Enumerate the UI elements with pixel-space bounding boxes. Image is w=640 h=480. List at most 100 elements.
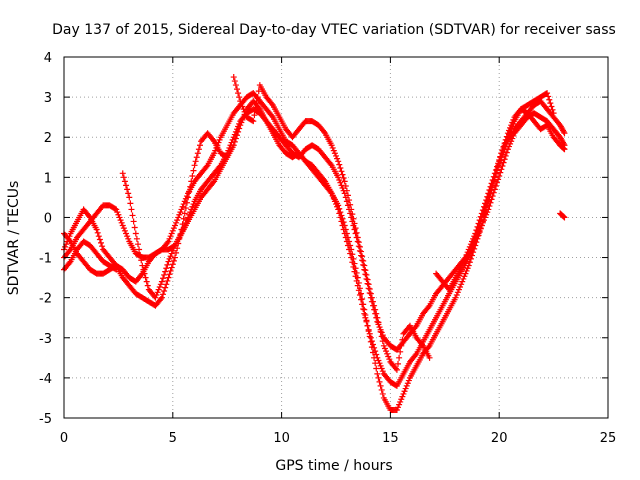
data-point-fill [486, 203, 493, 210]
data-point-fill [492, 183, 499, 190]
data-point-fill [203, 163, 210, 170]
data-point-fill [353, 277, 360, 284]
data-point-fill [242, 111, 249, 118]
data-point-fill [232, 82, 239, 89]
data-point-fill [153, 291, 160, 298]
data-point-fill [163, 265, 170, 272]
data-point-fill [365, 281, 372, 288]
data-point [459, 262, 466, 269]
data-point-fill [483, 211, 490, 218]
data-point-fill [463, 251, 470, 258]
data-point [224, 154, 231, 161]
data-point-fill [227, 142, 234, 149]
data-point-fill [479, 219, 486, 226]
data-point-fill [349, 211, 356, 218]
data-point-fill [466, 243, 473, 250]
data-point-fill [167, 267, 174, 274]
data-point-fill [483, 197, 490, 204]
data-point-fill [252, 106, 259, 113]
data-point-fill [336, 210, 343, 217]
data-point-fill [330, 195, 337, 202]
data-point-fill [469, 238, 475, 245]
data-point-fill [141, 270, 148, 277]
data-point-fill [112, 265, 119, 272]
axis-ticks: 0 5 10 15 20 25 -5 -4 -3 -2 -1 0 1 2 3 4 [39, 51, 616, 446]
y-tick-label: 2 [44, 131, 52, 146]
data-point-fill [384, 350, 391, 357]
data-point-fill [330, 147, 337, 154]
data-point-fill [403, 382, 410, 389]
y-tick-label: -4 [39, 372, 52, 387]
data-point-fill [505, 131, 512, 138]
data-point-fill [480, 203, 487, 210]
data-point-fill [340, 175, 347, 182]
data-point-fill [376, 324, 383, 331]
data-point-fill [425, 304, 432, 311]
data-point [426, 354, 433, 361]
data-point-fill [486, 187, 493, 194]
data-point-fill [477, 213, 484, 220]
data-point-fill [347, 250, 354, 257]
data-point-fill [125, 235, 132, 242]
data-point-fill [164, 277, 171, 284]
data-point-fill [169, 227, 176, 234]
data-point-fill [160, 291, 167, 298]
data-point-fill [492, 166, 499, 173]
data-point [335, 174, 342, 181]
data-point-fill [346, 246, 353, 253]
y-tick-label: -1 [39, 252, 52, 267]
data-point-fill [121, 227, 128, 234]
data-point-fill [375, 319, 382, 326]
data-point-fill [560, 140, 567, 147]
data-point-fill [167, 253, 174, 260]
data-point-fill [210, 136, 217, 143]
data-point [165, 238, 172, 245]
series-markers [61, 74, 568, 413]
data-point [165, 258, 172, 265]
data-point-fill [460, 259, 467, 266]
data-point-fill [129, 212, 136, 219]
data-point-fill [336, 177, 343, 184]
data-point-fill [503, 136, 510, 143]
data-point [348, 206, 355, 213]
data-point-fill [501, 156, 508, 163]
data-point-fill [368, 338, 375, 345]
data-point-fill [115, 211, 122, 218]
data-point [485, 206, 492, 213]
x-tick-label: 25 [600, 431, 617, 446]
data-point [550, 110, 557, 117]
data-point [561, 142, 568, 149]
data-point-fill [402, 385, 409, 392]
data-point [504, 146, 511, 153]
data-point-fill [482, 200, 489, 207]
data-point-fill [344, 242, 351, 249]
data-point-fill [379, 390, 386, 397]
data-point [374, 370, 381, 377]
data-point-fill [560, 128, 567, 135]
data-point [119, 222, 126, 229]
data-point-fill [180, 215, 187, 222]
data-point-fill [505, 143, 512, 150]
data-point-fill [183, 193, 190, 200]
data-point-fill [503, 149, 510, 156]
data-point-fill [137, 251, 144, 258]
data-point-fill [457, 283, 464, 290]
data-point-fill [404, 380, 411, 387]
y-tick-label: -3 [39, 332, 52, 347]
data-point-fill [454, 289, 461, 296]
data-point-fill [86, 213, 93, 220]
data-point-fill [170, 257, 177, 264]
data-point-fill [495, 176, 502, 183]
data-point [119, 170, 126, 177]
data-point-fill [177, 209, 184, 216]
data-point-fill [371, 344, 378, 351]
x-tick-label: 15 [382, 431, 399, 446]
data-point-fill [358, 248, 365, 255]
data-point-fill [334, 155, 341, 162]
data-point-fill [162, 284, 169, 291]
data-point-fill [489, 177, 496, 184]
data-point-fill [509, 135, 516, 142]
data-point-fill [475, 220, 482, 227]
data-point [361, 310, 368, 317]
data-point-fill [140, 266, 147, 273]
